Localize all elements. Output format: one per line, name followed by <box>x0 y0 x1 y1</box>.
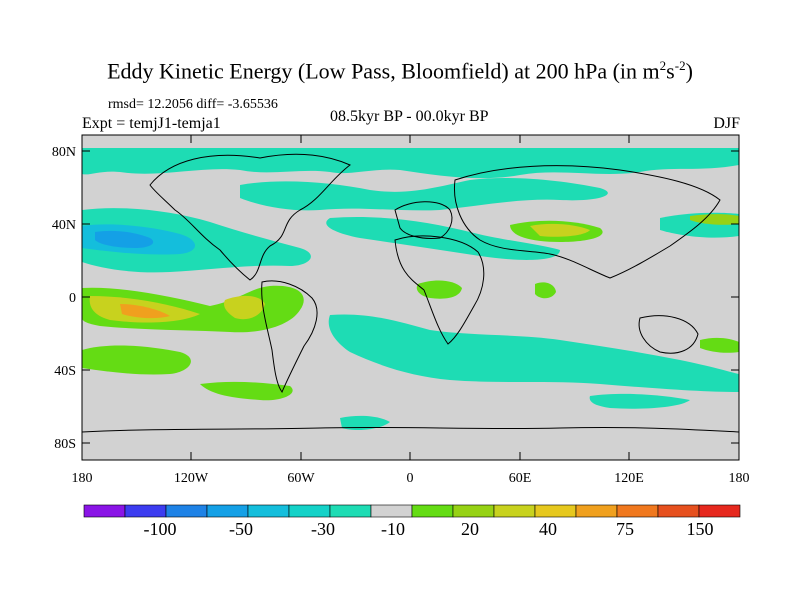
lat-label-80n: 80N <box>52 145 76 160</box>
south-america-outline <box>261 280 318 393</box>
contour-north-atlantic <box>240 177 608 211</box>
lat-label-80s: 80S <box>54 437 76 452</box>
colorbar-labels: -100 -50 -30 -10 20 40 75 150 <box>144 519 714 539</box>
coastlines <box>82 153 739 433</box>
colorbar-swatch <box>83 504 126 518</box>
lat-label-40n: 40N <box>52 218 76 233</box>
antarctica-outline <box>82 426 739 433</box>
lon-label-0: 0 <box>407 471 414 486</box>
colorbar-swatch <box>657 504 700 518</box>
contour-africa-positive <box>416 280 462 299</box>
colorbar-swatch <box>124 504 167 518</box>
contour-antarctic-patch <box>340 415 390 430</box>
axis-ticks <box>82 135 739 460</box>
contour-south-pacific-positive <box>82 345 191 375</box>
contour-southern-ocean <box>328 314 739 392</box>
lon-label-180e: 180 <box>729 471 750 486</box>
season-label: DJF <box>713 115 740 132</box>
lon-label-180w: 180 <box>72 471 93 486</box>
experiment-label: Expt = temjJ1-temja1 <box>82 115 221 132</box>
contour-north-pacific-min <box>95 230 154 248</box>
contour-south-indian <box>589 393 690 409</box>
colorbar-swatch <box>329 504 372 518</box>
colorbar-label-5: 20 <box>461 519 479 539</box>
longitude-labels: 180 120W 60W 0 60E 120E 180 <box>72 471 750 486</box>
colorbar-label-6: 40 <box>539 519 557 539</box>
statistics-text: rmsd= 12.2056 diff= -3.65536 <box>108 97 278 112</box>
asia-outline <box>453 165 721 279</box>
africa-outline <box>394 235 485 345</box>
contour-sw-pacific-positive <box>700 337 739 353</box>
colorbar-label-3: -30 <box>311 519 335 539</box>
colorbar-swatch <box>288 504 331 518</box>
europe-outline <box>394 201 453 239</box>
colorbar-swatch <box>247 504 290 518</box>
colorbar-swatch <box>206 504 249 518</box>
colorbar-swatch <box>575 504 618 518</box>
contour-se-pacific-peak <box>224 295 265 320</box>
lat-label-0: 0 <box>69 291 76 306</box>
lon-label-60e: 60E <box>509 471 532 486</box>
contour-drake-positive <box>200 381 293 401</box>
colorbar-label-8: 150 <box>687 519 714 539</box>
contour-tropical-pacific-core <box>120 304 170 319</box>
australia-outline <box>638 315 699 354</box>
contour-mid-atlantic <box>326 216 560 260</box>
colorbar <box>83 504 741 518</box>
colorbar-swatch <box>616 504 659 518</box>
colorbar-swatch <box>411 504 454 518</box>
contour-arctic-band <box>82 148 739 179</box>
contour-asia-peak <box>530 223 590 237</box>
colorbar-swatch <box>534 504 577 518</box>
north-america-outline <box>149 153 351 281</box>
lat-label-40s: 40S <box>54 364 76 379</box>
colorbar-swatch <box>165 504 208 518</box>
colorbar-label-2: -50 <box>229 519 253 539</box>
colorbar-swatch <box>698 504 741 518</box>
colorbar-swatch <box>452 504 495 518</box>
colorbar-label-7: 75 <box>616 519 634 539</box>
latitude-labels: 80N 40N 0 40S 80S <box>52 145 76 452</box>
map-title: Eddy Kinetic Energy (Low Pass, Bloomfiel… <box>107 58 693 84</box>
contour-indian-positive <box>535 282 556 299</box>
lon-label-60w: 60W <box>287 471 315 486</box>
period-label: 08.5kyr BP - 00.0kyr BP <box>330 108 489 125</box>
field-layer <box>82 135 739 460</box>
colorbar-swatch <box>493 504 536 518</box>
contour-north-pacific <box>82 208 311 273</box>
lon-label-120e: 120E <box>614 471 644 486</box>
colorbar-label-1: -100 <box>144 519 177 539</box>
colorbar-label-4: -10 <box>381 519 405 539</box>
background-field <box>82 135 739 460</box>
lon-label-120w: 120W <box>174 471 209 486</box>
contour-nw-pacific-positive <box>690 214 739 225</box>
colorbar-swatch <box>370 504 413 518</box>
